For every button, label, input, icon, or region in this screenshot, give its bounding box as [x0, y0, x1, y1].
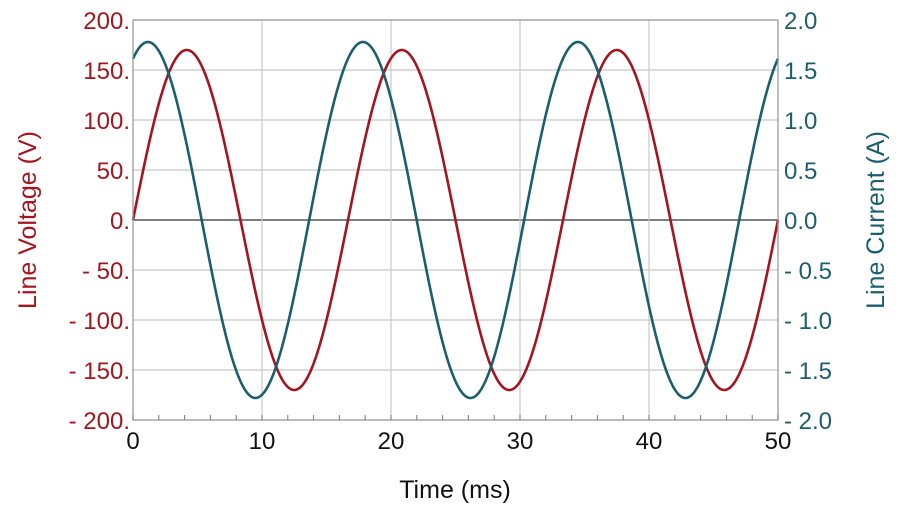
y-left-tick-label: 100.: [83, 108, 130, 135]
y-right-tick-label: - 1.0: [784, 308, 832, 335]
y-right-tick-label: - 1.5: [784, 358, 832, 385]
y-right-tick-label: 1.5: [784, 58, 817, 85]
x-tick-label: 50: [765, 428, 792, 455]
x-axis-title: Time (ms): [399, 476, 511, 504]
y-right-tick-label: 1.0: [784, 108, 817, 135]
y-right-tick-label: - 0.5: [784, 258, 832, 285]
tick-labels: 0 10 20 30 40 50 200. 150. 100. 50. 0. - 50. - 100. -…: [69, 8, 832, 455]
y-left-tick-label: - 150.: [69, 358, 130, 385]
x-tick-label: 10: [249, 428, 276, 455]
x-tick-label: 0: [126, 428, 139, 455]
y-right-tick-label: 2.0: [784, 8, 817, 35]
y-left-tick-label: 50.: [97, 158, 130, 185]
x-tick-label: 40: [636, 428, 663, 455]
y-left-tick-label: - 50.: [82, 258, 130, 285]
y-left-tick-label: - 100.: [69, 308, 130, 335]
series-group: [131, 40, 780, 400]
y-right-tick-label: 0.5: [784, 158, 817, 185]
y-right-tick-label: - 2.0: [784, 408, 832, 435]
x-tick-label: 20: [378, 428, 405, 455]
plot-border: [132, 19, 779, 421]
y-left-tick-label: 150.: [83, 58, 130, 85]
y-right-axis-title: Line Current (A): [862, 131, 890, 309]
y-left-axis-title: Line Voltage (V): [14, 131, 42, 309]
current-series-line: [131, 40, 780, 400]
y-left-tick-label: 0.: [110, 208, 130, 235]
x-tick-label: 30: [507, 428, 534, 455]
y-left-tick-label: 200.: [83, 8, 130, 35]
y-right-tick-label: 0.0: [784, 208, 817, 235]
y-left-tick-label: - 200.: [69, 408, 130, 435]
plot-frame: [132, 19, 779, 421]
voltage-series-line: [131, 48, 780, 392]
